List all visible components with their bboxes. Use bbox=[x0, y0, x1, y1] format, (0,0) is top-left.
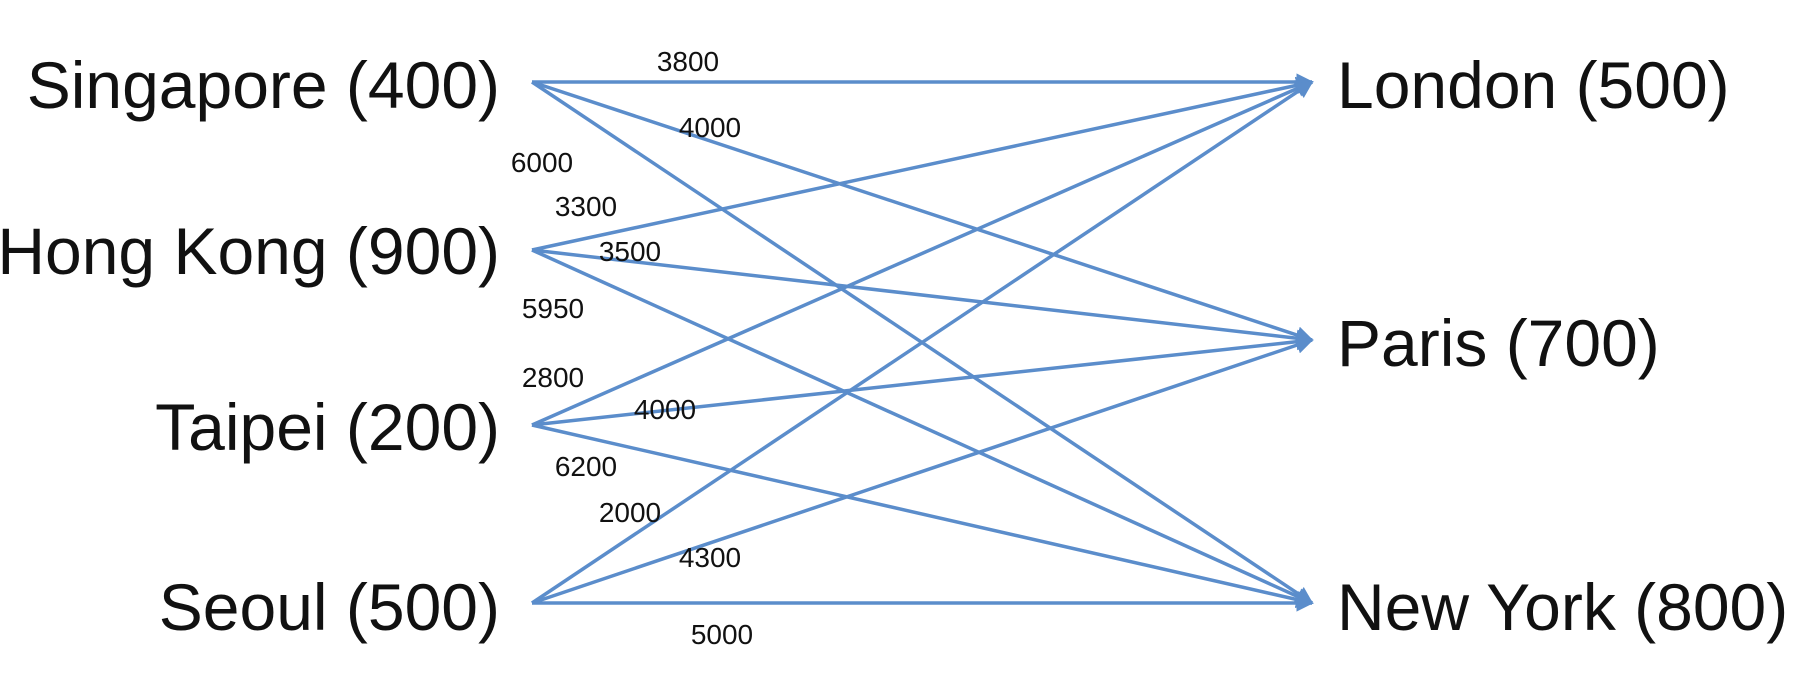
edge-hongkong-to-london bbox=[531, 76, 1314, 252]
edge-labels-layer: 3800 4000 6000 3300 3500 5950 2800 4000 6200 2000… bbox=[511, 46, 753, 650]
destination-node-london: London (500) bbox=[1337, 48, 1730, 122]
edge-label-singapore-to-newyork: 6000 bbox=[511, 147, 573, 178]
edge-hongkong-to-newyork bbox=[531, 248, 1314, 605]
edge-label-seoul-to-paris: 4300 bbox=[679, 542, 741, 573]
edge-label-singapore-to-paris: 4000 bbox=[679, 112, 741, 143]
source-node-taipei: Taipei (200) bbox=[155, 390, 500, 464]
edge-seoul-to-london bbox=[531, 80, 1314, 605]
edge-label-seoul-to-newyork: 5000 bbox=[691, 619, 753, 650]
edge-label-hongkong-to-newyork: 5950 bbox=[522, 293, 584, 324]
edge-label-taipei-to-paris: 4000 bbox=[634, 394, 696, 425]
source-node-singapore: Singapore (400) bbox=[27, 48, 500, 122]
edge-seoul-to-paris bbox=[531, 336, 1314, 605]
edge-hongkong-to-paris bbox=[531, 248, 1314, 347]
edge-label-singapore-to-london: 3800 bbox=[657, 46, 719, 77]
edge-label-seoul-to-london: 2000 bbox=[599, 497, 661, 528]
edges-layer bbox=[531, 73, 1314, 612]
edge-taipei-to-paris bbox=[531, 333, 1314, 427]
destination-node-paris: Paris (700) bbox=[1337, 306, 1660, 380]
edge-label-hongkong-to-paris: 3500 bbox=[599, 236, 661, 267]
edge-label-taipei-to-newyork: 6200 bbox=[555, 451, 617, 482]
destination-labels-layer: London (500) Paris (700) New York (800) bbox=[1337, 48, 1788, 644]
edge-label-hongkong-to-london: 3300 bbox=[555, 191, 617, 222]
edge-taipei-to-london bbox=[531, 80, 1314, 427]
source-node-hongkong: Hong Kong (900) bbox=[0, 214, 500, 288]
source-labels-layer: Singapore (400) Hong Kong (900) Taipei (20… bbox=[0, 48, 500, 644]
edge-label-taipei-to-london: 2800 bbox=[522, 362, 584, 393]
edge-taipei-to-newyork bbox=[531, 423, 1314, 609]
destination-node-newyork: New York (800) bbox=[1337, 570, 1788, 644]
edge-singapore-to-paris bbox=[531, 80, 1314, 344]
source-node-seoul: Seoul (500) bbox=[159, 570, 500, 644]
